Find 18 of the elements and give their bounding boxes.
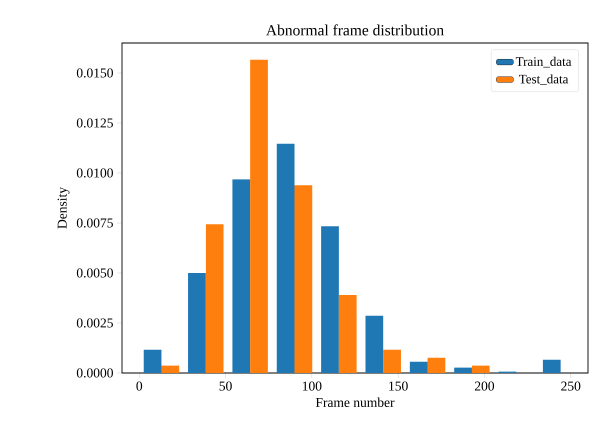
x-tick-label: 200 [474, 382, 494, 391]
x-tick-label: 250 [561, 382, 580, 391]
y-tick-label: 0.0050 [76, 268, 113, 278]
x-tick-label: 150 [389, 382, 408, 391]
y-tick-label: 0.0125 [76, 118, 113, 128]
y-tick-label: 0.0150 [76, 68, 113, 78]
legend-label: Train_data [516, 56, 572, 68]
y-axis-title: Density [58, 187, 70, 229]
y-tick-label: 0.0025 [76, 318, 113, 328]
y-tick-label: 0.0000 [76, 368, 113, 378]
chart-title: Abnormal frame distribution [266, 24, 444, 36]
x-tick-label: 50 [220, 382, 232, 391]
x-tick-label: 100 [302, 382, 322, 391]
x-tick-label: 0 [136, 382, 142, 391]
y-tick-label: 0.0100 [76, 168, 113, 178]
x-axis-title: Frame number [316, 398, 394, 407]
y-tick-label: 0.0075 [76, 218, 113, 228]
legend-label: Test_data [518, 74, 568, 86]
